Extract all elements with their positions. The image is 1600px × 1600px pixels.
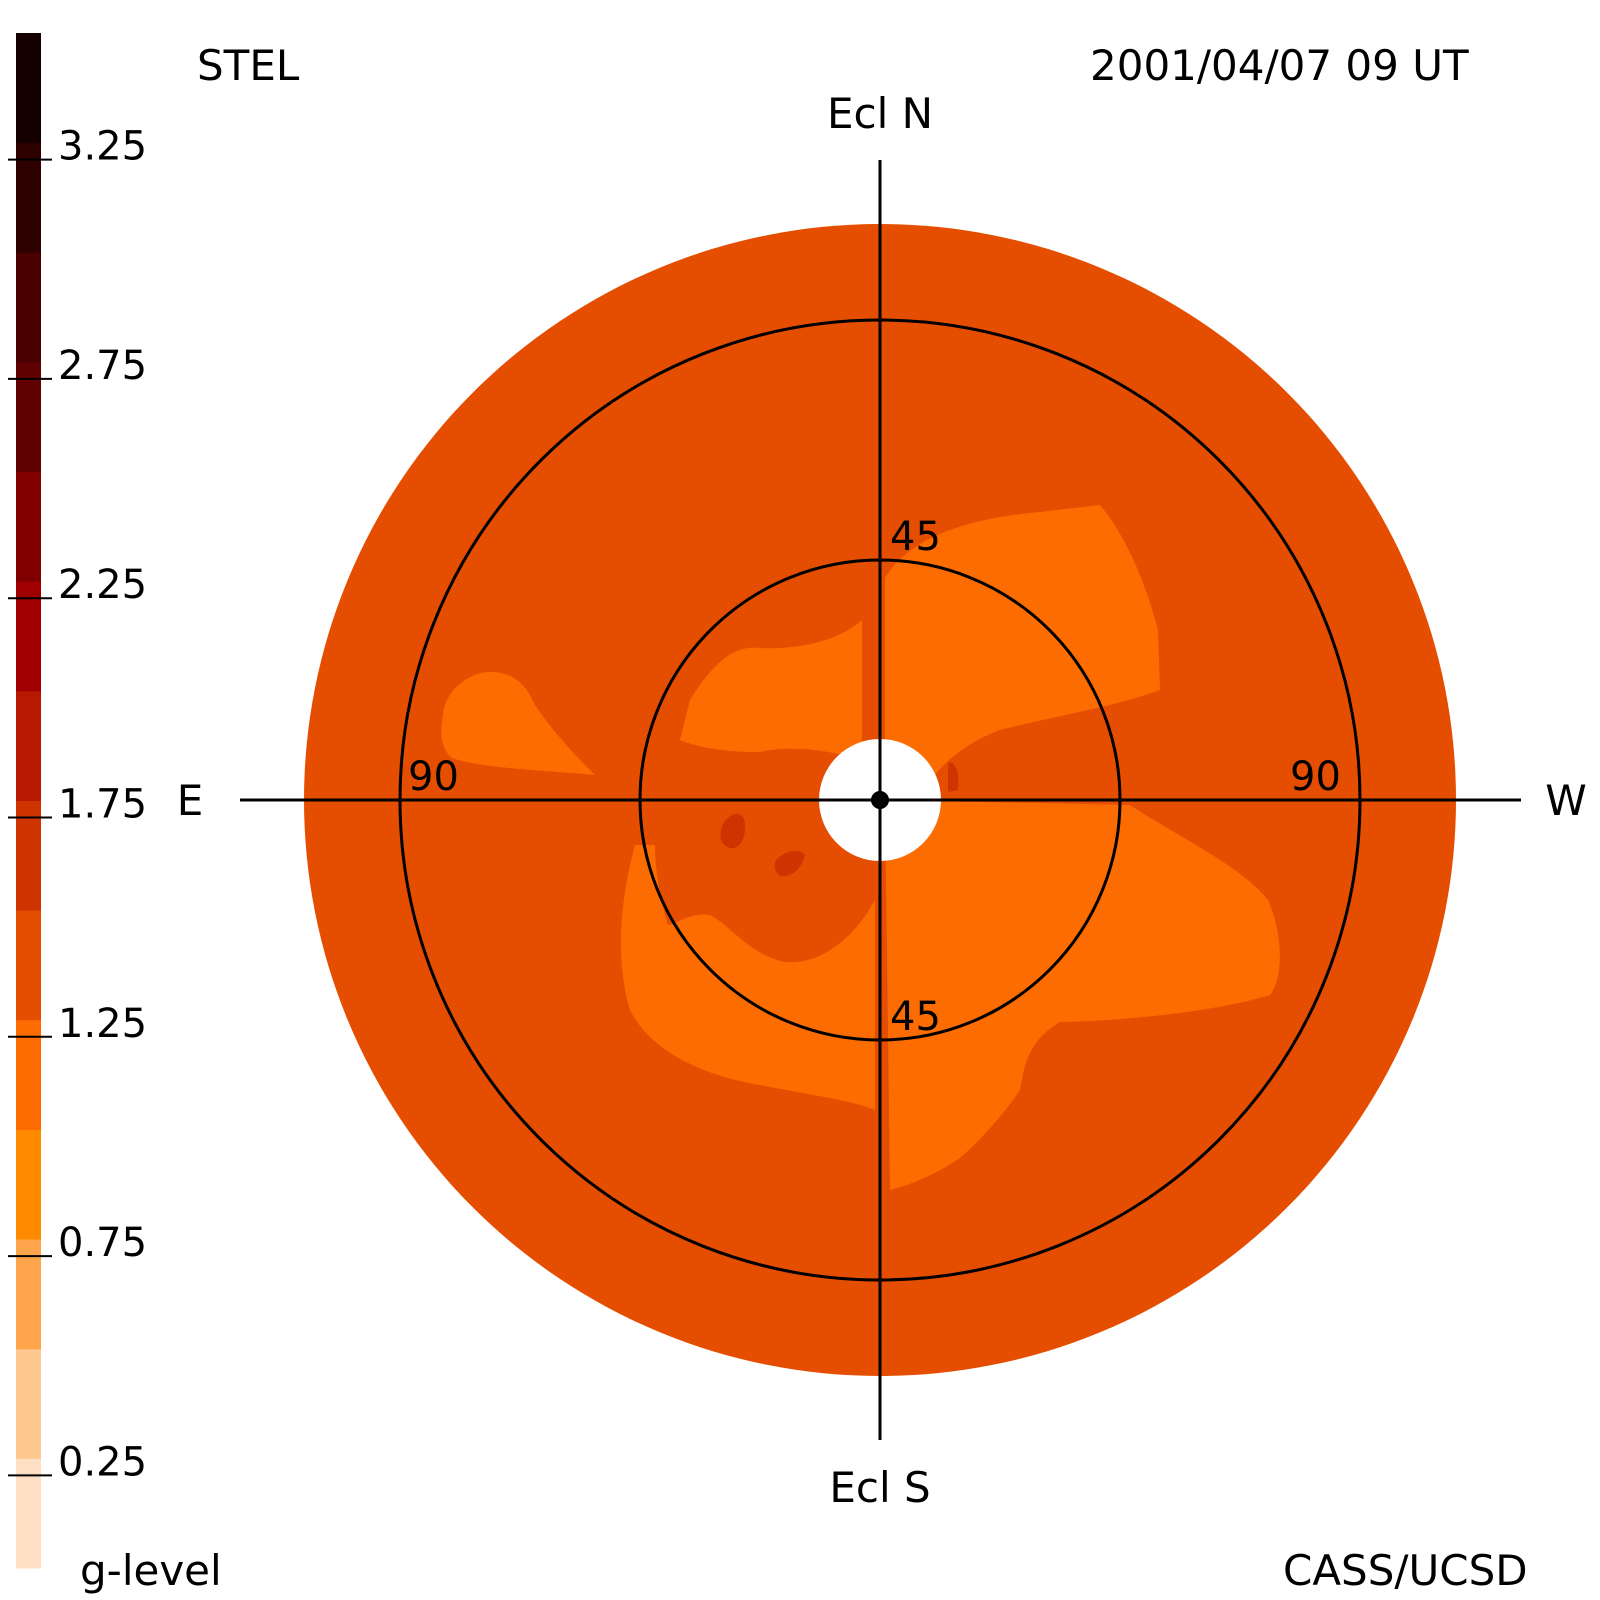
colorbar-level-13 [16, 33, 41, 144]
colorbar-tick-label: 3.25 [58, 124, 147, 170]
colorbar-tick-label: 0.75 [58, 1220, 147, 1266]
colorbar-level-10 [16, 361, 41, 473]
colorbar: 3.25 2.75 2.25 1.75 1.25 0.75 0.25 [8, 33, 147, 1569]
colorbar-label: g-level [80, 1546, 222, 1595]
east-north-lobe [680, 620, 862, 760]
east-small-lobe [441, 671, 595, 775]
east-label: E [177, 776, 204, 825]
sky-map [240, 160, 1521, 1440]
ring-label-45-north: 45 [890, 514, 941, 560]
colorbar-tick-label: 0.25 [58, 1439, 147, 1485]
west-label: W [1545, 776, 1587, 825]
colorbar-tick-label: 2.25 [58, 562, 147, 608]
south-label: Ecl S [829, 1463, 930, 1512]
enhanced-spot-2 [774, 850, 805, 877]
ring-label-45-south: 45 [890, 994, 941, 1040]
credit-label: CASS/UCSD [1283, 1546, 1528, 1595]
timestamp-label: 2001/04/07 09 UT [1090, 41, 1469, 90]
enhanced-spot-3 [948, 762, 959, 792]
colorbar-level-5 [16, 910, 41, 1021]
ring-label-90-east: 90 [408, 754, 459, 800]
south-lobe [620, 845, 875, 1110]
colorbar-level-9 [16, 471, 41, 582]
southwest-lobe [885, 800, 1280, 1190]
colorbar-level-6 [16, 800, 41, 911]
colorbar-level-1 [16, 1348, 41, 1459]
colorbar-level-7 [16, 690, 41, 801]
northwest-lobe [885, 505, 1160, 790]
enhanced-spot-1 [720, 813, 746, 849]
colorbar-level-0 [16, 1458, 41, 1569]
colorbar-level-4 [16, 1019, 41, 1130]
colorbar-ticks: 3.25 2.75 2.25 1.75 1.25 0.75 0.25 [8, 124, 147, 1485]
ring-label-90-west: 90 [1290, 754, 1341, 800]
colorbar-level-2 [16, 1239, 41, 1350]
colorbar-level-3 [16, 1129, 41, 1240]
colorbar-level-11 [16, 252, 41, 363]
colorbar-tick-label: 1.75 [58, 782, 147, 828]
north-label: Ecl N [827, 89, 933, 138]
sun-center-dot [871, 791, 889, 809]
colorbar-tick-label: 1.25 [58, 1001, 147, 1047]
colorbar-blocks [16, 33, 41, 1569]
colorbar-level-8 [16, 581, 41, 692]
colorbar-level-12 [16, 142, 41, 253]
instrument-label: STEL [197, 41, 300, 90]
colorbar-tick-label: 2.75 [58, 343, 147, 389]
